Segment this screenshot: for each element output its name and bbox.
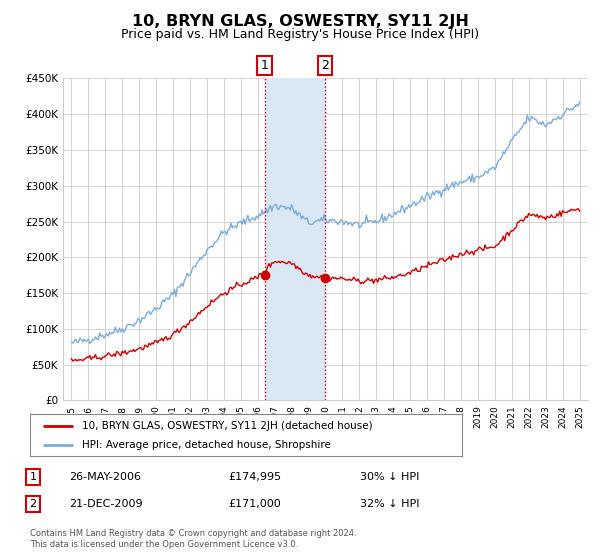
Text: £174,995: £174,995 xyxy=(228,472,281,482)
Text: 10, BRYN GLAS, OSWESTRY, SY11 2JH: 10, BRYN GLAS, OSWESTRY, SY11 2JH xyxy=(131,14,469,29)
Text: 26-MAY-2006: 26-MAY-2006 xyxy=(69,472,141,482)
Text: 1: 1 xyxy=(29,472,37,482)
Text: 1: 1 xyxy=(260,59,268,72)
Text: HPI: Average price, detached house, Shropshire: HPI: Average price, detached house, Shro… xyxy=(82,440,331,450)
Text: Contains HM Land Registry data © Crown copyright and database right 2024.
This d: Contains HM Land Registry data © Crown c… xyxy=(30,529,356,549)
Text: 10, BRYN GLAS, OSWESTRY, SY11 2JH (detached house): 10, BRYN GLAS, OSWESTRY, SY11 2JH (detac… xyxy=(82,421,373,431)
Bar xyxy=(265,78,325,400)
Text: 21-DEC-2009: 21-DEC-2009 xyxy=(69,499,143,509)
Text: 2: 2 xyxy=(321,59,329,72)
Text: 30% ↓ HPI: 30% ↓ HPI xyxy=(360,472,419,482)
Text: Price paid vs. HM Land Registry's House Price Index (HPI): Price paid vs. HM Land Registry's House … xyxy=(121,28,479,41)
Text: £171,000: £171,000 xyxy=(228,499,281,509)
Text: 2: 2 xyxy=(29,499,37,509)
Text: 32% ↓ HPI: 32% ↓ HPI xyxy=(360,499,419,509)
